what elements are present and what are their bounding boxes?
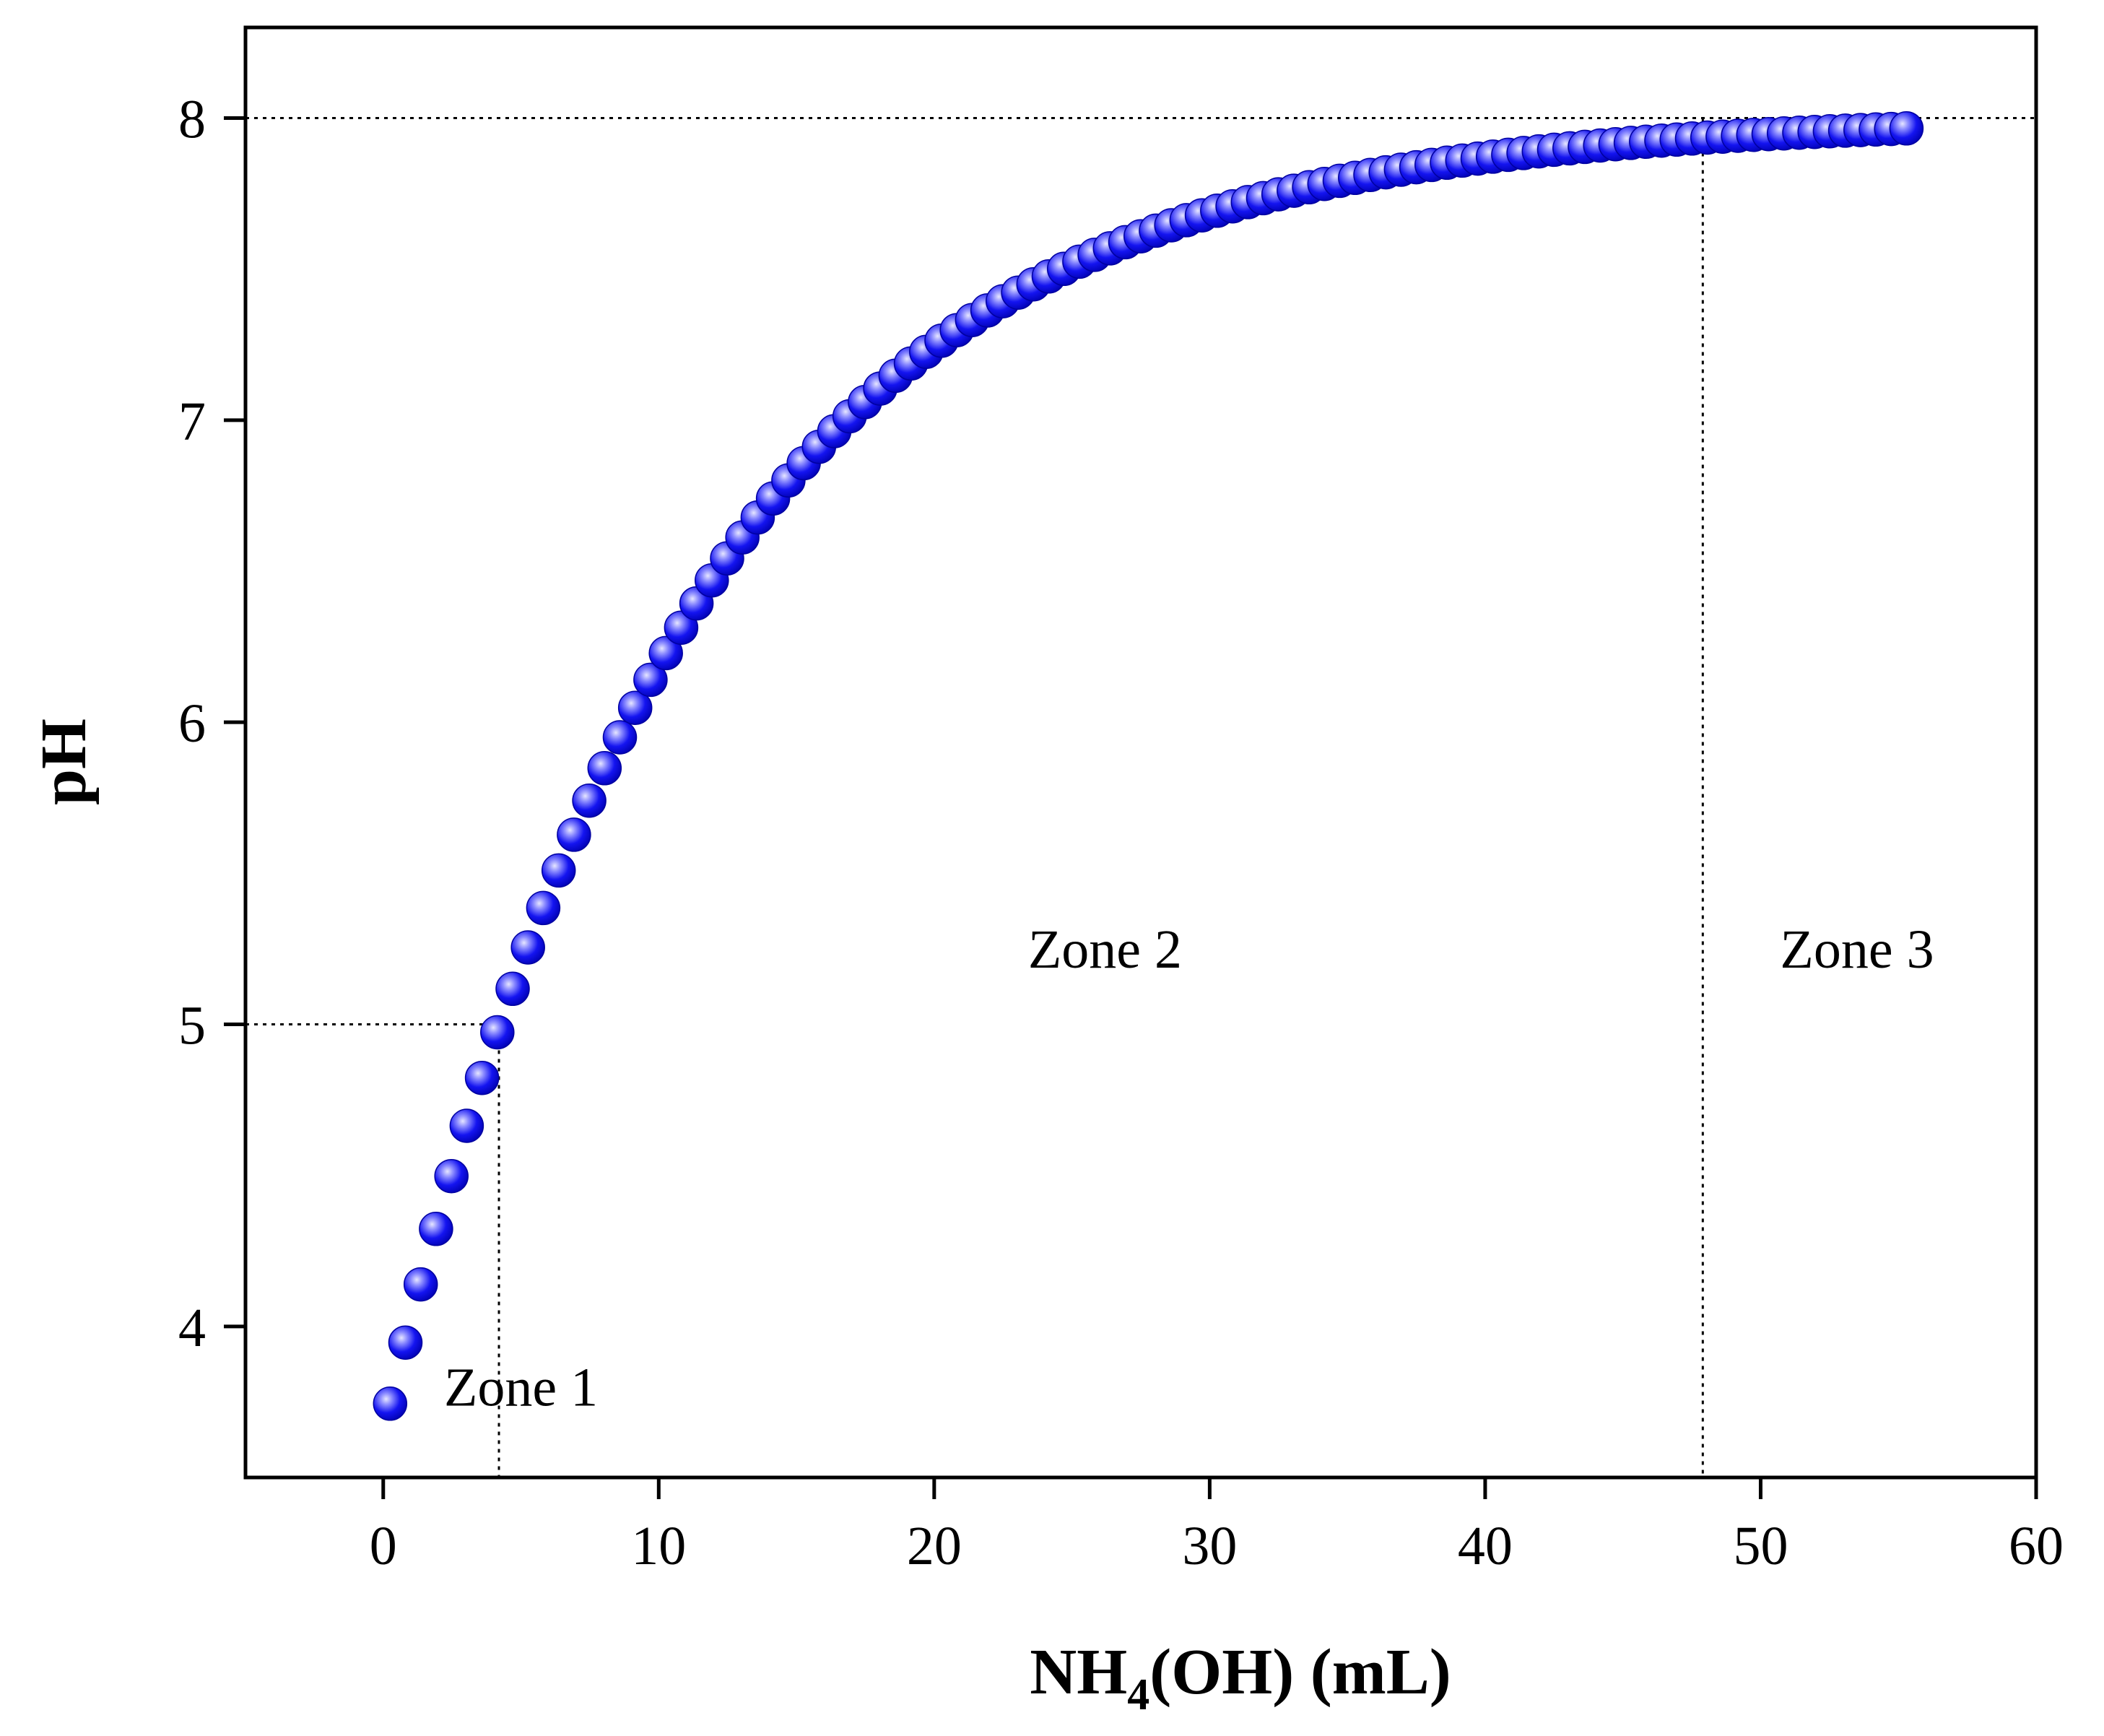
y-tick-label: 5 xyxy=(178,996,206,1056)
x-axis-title-main: NH xyxy=(1030,1636,1127,1708)
data-point xyxy=(510,930,545,965)
x-tick-label: 60 xyxy=(2009,1516,2064,1576)
x-axis-title: NH4(OH) (mL) xyxy=(1030,1636,1451,1719)
data-point xyxy=(587,751,622,786)
x-axis-ticks: 0 10 20 30 40 50 60 xyxy=(370,1477,2064,1576)
y-tick-label: 8 xyxy=(178,90,206,150)
data-point xyxy=(464,1060,500,1095)
reference-lines xyxy=(245,117,2036,1477)
x-tick-label: 40 xyxy=(1458,1516,1513,1576)
data-point xyxy=(648,635,683,671)
data-point xyxy=(602,720,638,755)
data-point xyxy=(1889,111,1924,146)
data-point xyxy=(388,1325,423,1360)
y-axis-ticks: 4 5 6 7 8 xyxy=(178,90,245,1358)
data-point xyxy=(495,971,530,1007)
y-tick-label: 4 xyxy=(178,1298,206,1358)
data-point xyxy=(633,662,668,698)
data-points xyxy=(373,111,1924,1421)
data-point xyxy=(480,1015,515,1050)
data-point xyxy=(419,1212,453,1246)
data-point xyxy=(557,817,591,852)
data-point xyxy=(572,783,607,818)
data-point xyxy=(541,853,576,888)
x-axis-title-rest: (OH) (mL) xyxy=(1149,1636,1451,1708)
y-axis-title: pH xyxy=(28,719,100,805)
data-point xyxy=(526,890,561,926)
plot-frame xyxy=(243,25,2038,1480)
zone-labels: Zone 1 Zone 2 Zone 3 xyxy=(444,919,1934,1418)
x-tick-label: 20 xyxy=(907,1516,962,1576)
zone-label: Zone 3 xyxy=(1780,919,1934,980)
zone-label: Zone 1 xyxy=(444,1358,598,1418)
x-tick-label: 10 xyxy=(631,1516,686,1576)
y-tick-label: 7 xyxy=(178,391,206,452)
data-point xyxy=(434,1158,469,1194)
data-point xyxy=(403,1267,438,1302)
y-tick-label: 6 xyxy=(178,693,206,754)
zone-label: Zone 2 xyxy=(1028,919,1182,980)
data-point xyxy=(373,1386,408,1421)
data-point xyxy=(617,690,653,725)
x-tick-label: 30 xyxy=(1182,1516,1237,1576)
data-point xyxy=(449,1108,484,1143)
x-tick-label: 50 xyxy=(1733,1516,1788,1576)
x-axis-title-subscript: 4 xyxy=(1127,1670,1149,1719)
x-tick-label: 0 xyxy=(370,1516,397,1576)
